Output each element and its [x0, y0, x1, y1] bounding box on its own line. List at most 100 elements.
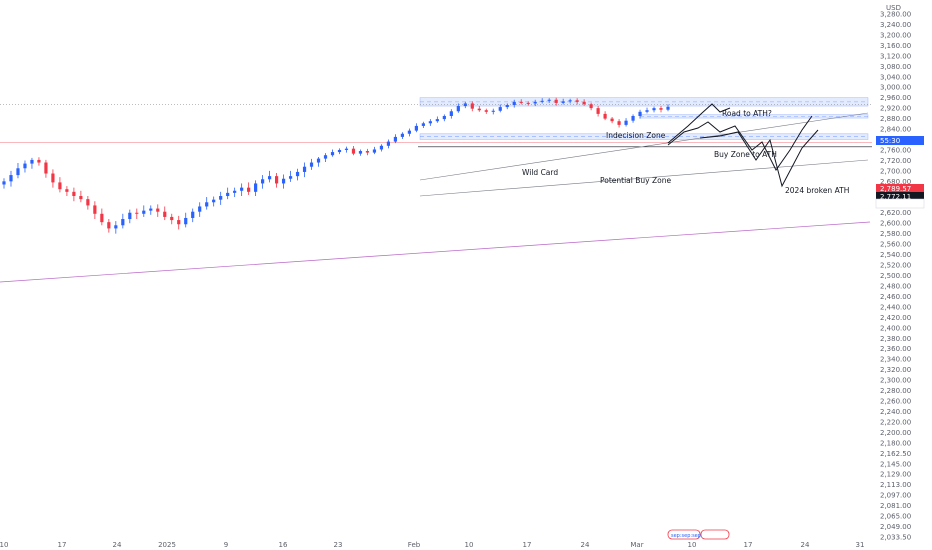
candle: [198, 202, 202, 217]
candle: [30, 157, 34, 169]
candle: [414, 123, 418, 133]
candle: [617, 119, 621, 128]
candle: [386, 139, 391, 149]
zone-label: Buy Zone to ATH: [714, 150, 777, 159]
channel-lower-line[interactable]: [419, 159, 869, 197]
candle: [288, 170, 293, 182]
annotation-label: Wild Card: [522, 168, 558, 177]
price-tick-label: 2,760.00: [880, 146, 911, 154]
price-tick-label: 2,880.00: [880, 115, 911, 123]
candle: [212, 196, 216, 207]
candle: [121, 213, 125, 229]
candle: [156, 204, 160, 217]
candle: [645, 107, 649, 114]
candle: [449, 109, 453, 119]
price-tick-label: 2,049.00: [880, 523, 911, 531]
price-tick-label: 2,240.00: [880, 408, 911, 416]
candle: [268, 170, 272, 183]
candle: [540, 98, 544, 104]
candle: [463, 101, 467, 109]
zone-label: Potential Buy Zone: [600, 176, 671, 185]
time-tick-label: 10: [0, 541, 8, 549]
time-tick-label: 17: [744, 541, 753, 549]
candle: [2, 178, 6, 189]
projection-path-low[interactable]: [699, 129, 819, 188]
candle: [407, 128, 411, 137]
date-badge[interactable]: sep:sep:sep: [667, 529, 730, 540]
candle: [86, 196, 90, 210]
svg-text:55:30: 55:30: [880, 137, 900, 145]
time-tick-label: 16: [279, 541, 288, 549]
candle: [316, 157, 321, 167]
projection-path-up[interactable]: [667, 103, 731, 144]
candle: [107, 219, 111, 233]
candle: [624, 118, 628, 127]
candle: [23, 160, 27, 173]
price-tag: 2,790.02: [875, 198, 925, 209]
price-tick-label: 3,000.00: [880, 84, 911, 92]
candle: [309, 158, 314, 170]
price-tick-label: 2,280.00: [880, 387, 911, 395]
time-axis[interactable]: 10 17 24 2025 9 16 23 Feb 10 17 24 Mar 10 17 24 31: [0, 541, 864, 549]
candle: [58, 177, 62, 193]
currency-label: USD: [886, 4, 901, 12]
time-tick-label: 2025: [158, 541, 176, 549]
price-tick-label: 2,600.00: [880, 220, 911, 228]
date-badge-text: sep:sep:sep: [671, 533, 701, 539]
candle: [582, 99, 586, 106]
time-tick-label: 31: [856, 541, 865, 549]
candle: [184, 212, 188, 228]
price-tick-label: 2,065.00: [880, 513, 911, 521]
candle: [79, 190, 83, 203]
candle: [295, 168, 300, 181]
candle: [135, 208, 139, 220]
time-tick-label: Feb: [408, 541, 421, 549]
candle: [191, 208, 195, 223]
candle: [100, 208, 104, 226]
support-trendline[interactable]: [0, 221, 871, 283]
candle: [365, 148, 370, 156]
candle: [149, 205, 153, 215]
price-tag: 55:30: [876, 136, 924, 145]
candle: [568, 98, 572, 104]
candle: [393, 134, 398, 144]
price-tick-label: 2,097.00: [880, 492, 911, 500]
candle: [72, 187, 76, 202]
candle: [254, 180, 258, 197]
candle: [205, 197, 209, 210]
price-tick-label: 2,960.00: [880, 94, 911, 102]
svg-text:2,772.11: 2,772.11: [880, 193, 911, 201]
price-axis[interactable]: USD 3,280.00 3,240.00 3,200.00 3,160.00 3,12…: [880, 4, 911, 542]
projection-layer: [667, 103, 819, 188]
price-tick-label: 2,560.00: [880, 241, 911, 249]
candles-layer: [2, 97, 670, 234]
projection-path-mid[interactable]: [667, 115, 813, 171]
price-tick-label: 2,720.00: [880, 157, 911, 165]
candle: [142, 205, 146, 217]
candle: [9, 170, 13, 187]
price-tick-label: 3,240.00: [880, 21, 911, 29]
annotation-labels-layer: Indecision Zone Buy Zone to ATH Potential …: [522, 109, 849, 195]
candle: [610, 117, 614, 124]
time-tick-label: 17: [523, 541, 532, 549]
price-tick-label: 2,033.50: [880, 534, 911, 542]
channel-upper-line[interactable]: [419, 112, 869, 181]
candle: [456, 103, 460, 113]
time-tick-label: 10: [465, 541, 474, 549]
candle: [561, 98, 565, 105]
candle: [484, 108, 488, 114]
candle: [51, 169, 55, 188]
candle: [547, 98, 551, 103]
price-tick-label: 2,500.00: [880, 272, 911, 280]
time-tick-label: Mar: [630, 541, 643, 549]
svg-text:2,789.57: 2,789.57: [880, 185, 911, 193]
price-tick-label: 2,220.00: [880, 418, 911, 426]
price-tick-label: 2,840.00: [880, 126, 911, 134]
candle: [219, 191, 223, 205]
price-tick-label: 3,160.00: [880, 42, 911, 50]
candle: [589, 102, 593, 111]
time-tick-label: 24: [113, 541, 122, 549]
candle: [470, 101, 474, 112]
